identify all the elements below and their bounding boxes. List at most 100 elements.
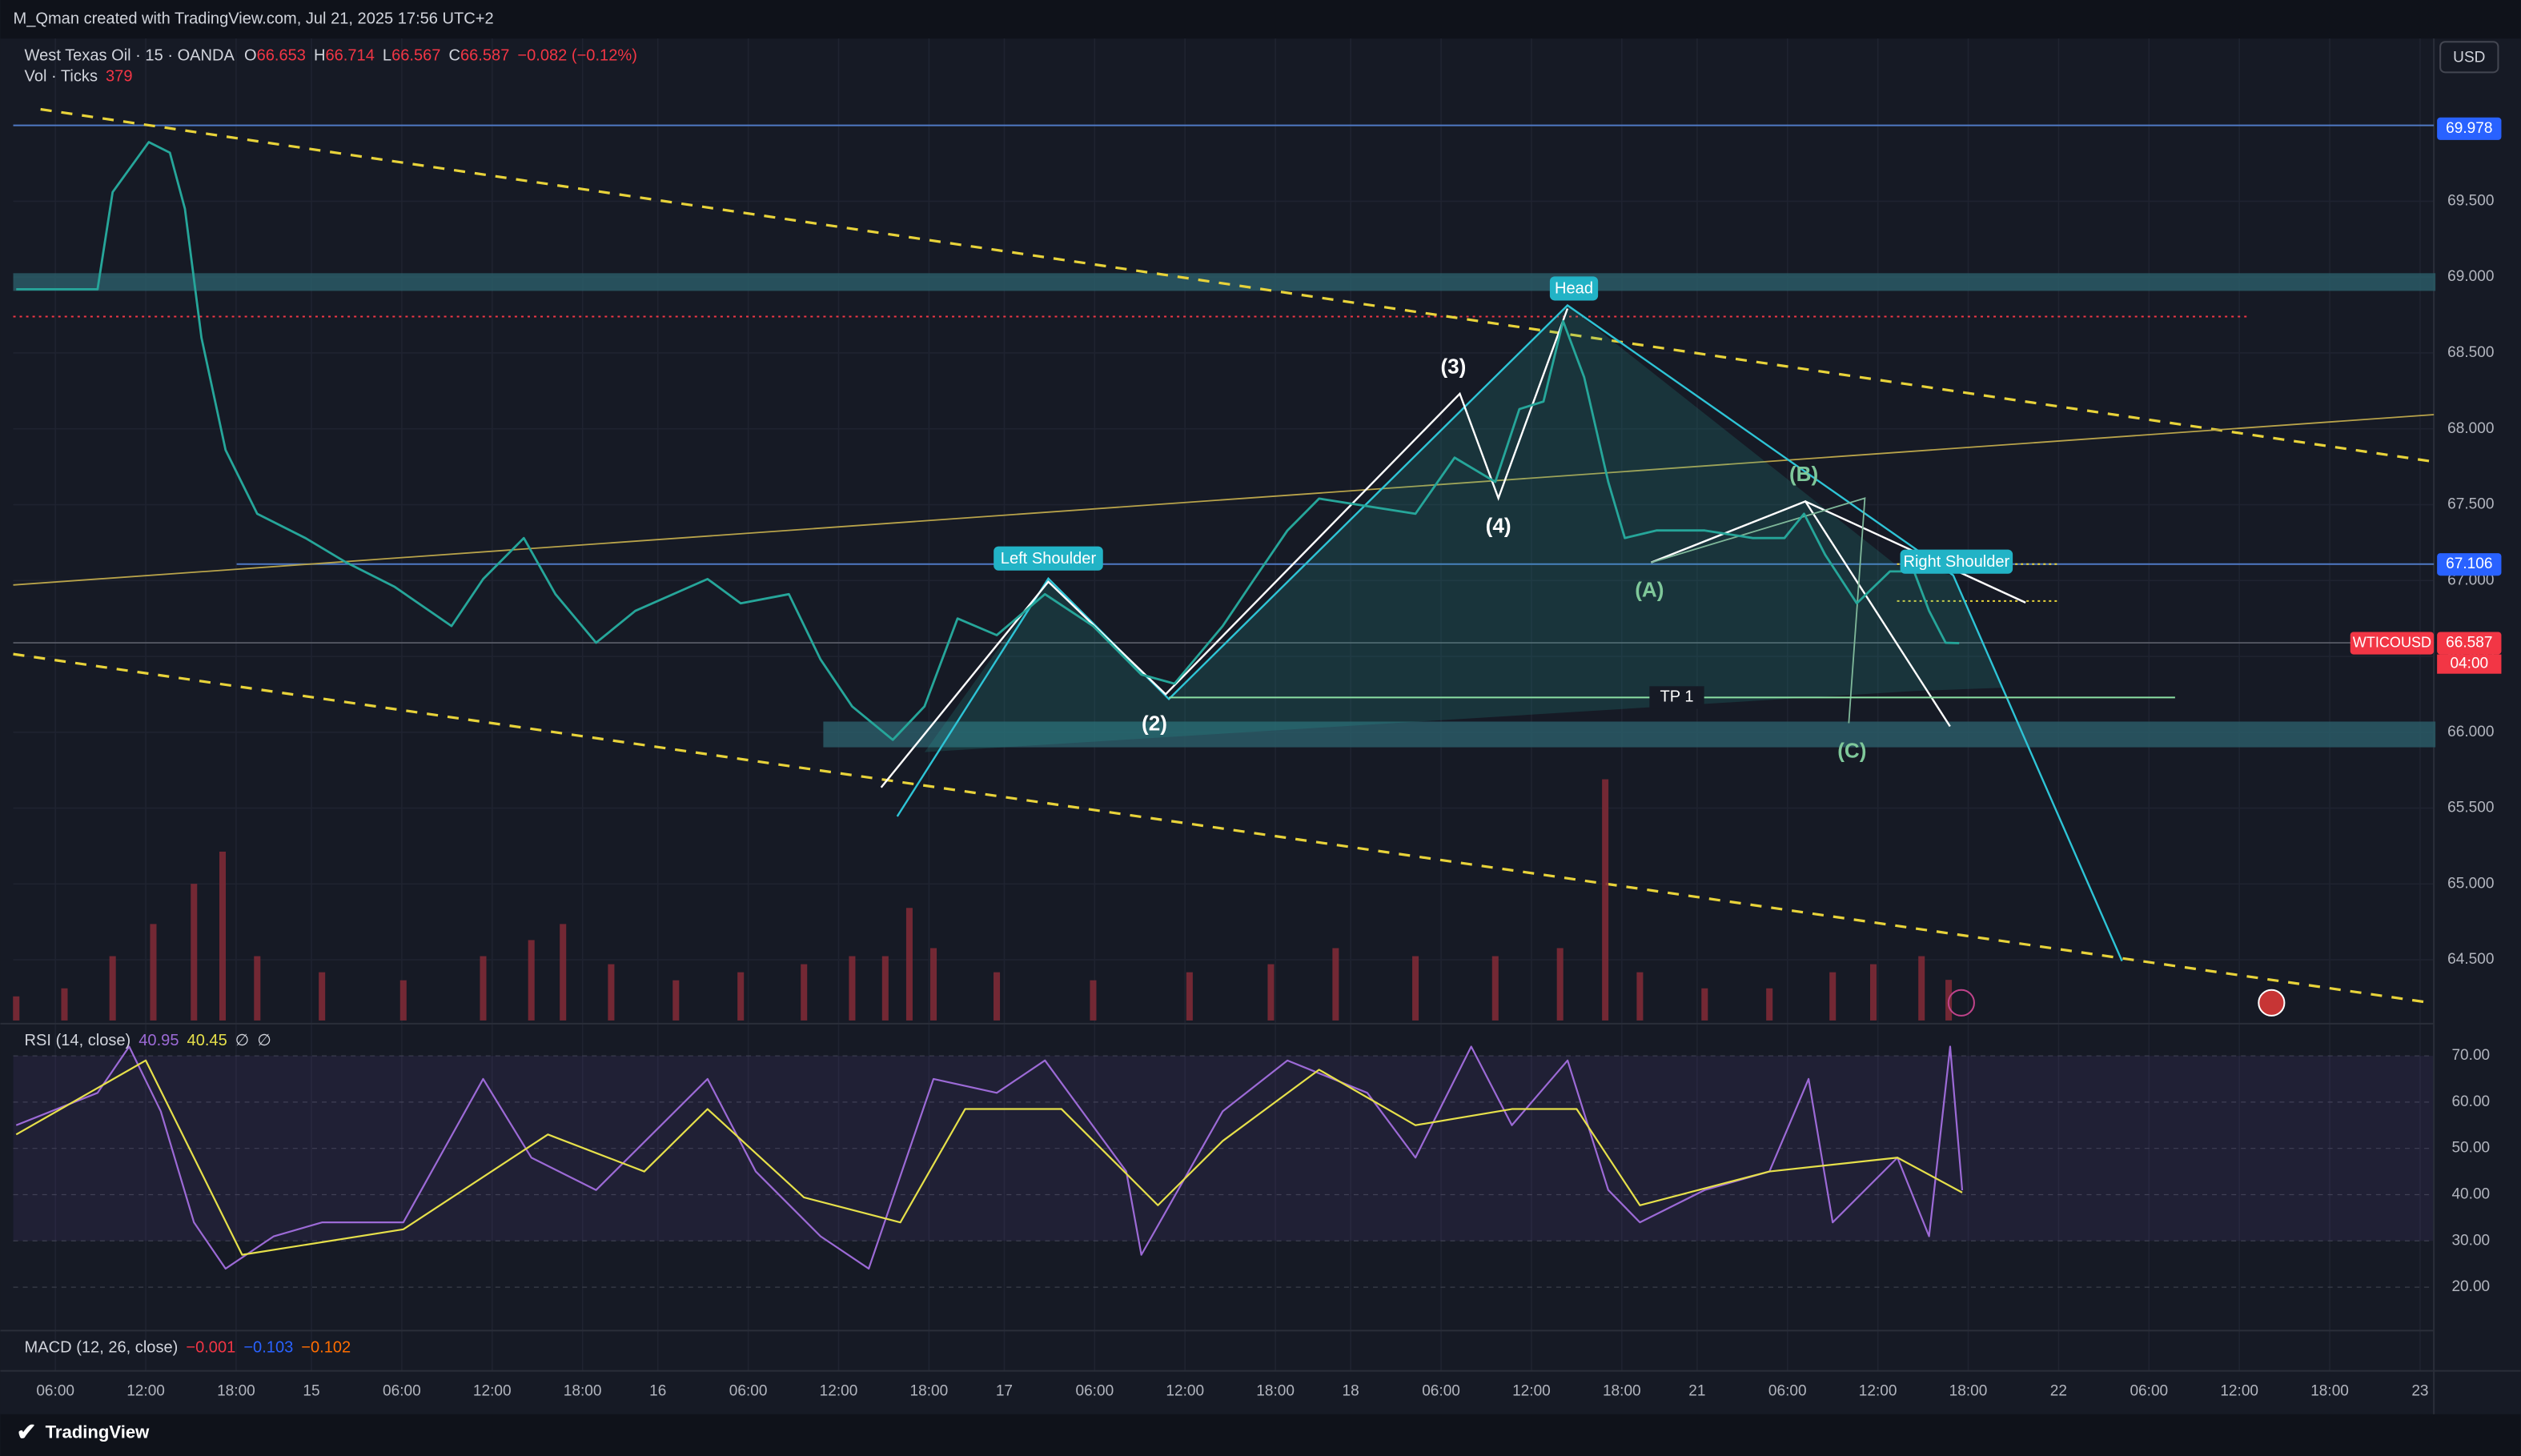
volume-bar: [61, 988, 68, 1021]
wave-label: (A): [1635, 578, 1664, 602]
ohlc-key: O: [244, 47, 257, 65]
volume-bar: [849, 956, 856, 1021]
rsi-band: [13, 1056, 2435, 1241]
y-tick-label: 70.00: [2451, 1047, 2490, 1064]
ohlc-key: H: [314, 47, 326, 65]
resistance-zone: [13, 273, 2436, 291]
countdown: 04:00: [2450, 656, 2488, 672]
brand-logo: ✔: [17, 1419, 37, 1446]
bottom-bar: [0, 1414, 2521, 1456]
annotation: Head: [1555, 280, 1593, 298]
volume-bar: [1829, 972, 1837, 1021]
trend-line: [13, 414, 2435, 586]
y-tick-label: 69.500: [2447, 192, 2494, 209]
volume-bar: [881, 956, 889, 1021]
volume-bar: [737, 972, 745, 1021]
brand: TradingView: [46, 1422, 150, 1442]
annotation: Right Shoulder: [1903, 553, 2009, 571]
volume-bar: [1090, 980, 1097, 1021]
label-box: [994, 546, 1103, 571]
price-badge: [2437, 632, 2502, 655]
macd-legend: MACD (12, 26, close) −0.001 −0.103 −0.102: [25, 1339, 351, 1357]
price-badge: [2437, 553, 2502, 576]
wave-label: (2): [1142, 711, 1167, 735]
volume-bar: [219, 851, 227, 1021]
tp-label: TP 1: [1660, 688, 1693, 706]
x-tick-label: 21: [1688, 1383, 1705, 1400]
volume-bar: [1186, 972, 1193, 1021]
macd-title: MACD (12, 26, close): [25, 1339, 179, 1357]
x-tick-label: 18:00: [1256, 1383, 1295, 1400]
x-tick-label: 22: [2050, 1383, 2067, 1400]
volume-bar: [1602, 779, 1609, 1021]
volume-bar: [608, 964, 615, 1021]
price-badge-label: 66.587: [2446, 635, 2492, 652]
currency-button[interactable]: [2439, 41, 2499, 74]
y-tick-label: 67.500: [2447, 496, 2494, 513]
y-tick-label: 50.00: [2451, 1140, 2490, 1157]
x-tick-label: 18:00: [1949, 1383, 1988, 1400]
price-plot: [13, 141, 1964, 1270]
y-tick-label: 40.00: [2451, 1186, 2490, 1203]
price-badge-label: 67.106: [2446, 556, 2492, 572]
x-tick-label: 12:00: [820, 1383, 858, 1400]
event-icon[interactable]: [1947, 989, 1975, 1017]
x-tick-label: 06:00: [729, 1383, 768, 1400]
tp-label-bg: [1649, 686, 1704, 709]
rsi-legend: RSI (14, close) 40.95 40.45 ∅ ∅: [25, 1032, 271, 1049]
y-tick-label: 64.500: [2447, 951, 2494, 968]
y-tick-label: 67.000: [2447, 572, 2494, 588]
macd-value: −0.102: [301, 1339, 351, 1357]
label-box: [1549, 276, 1599, 301]
macd-value: −0.103: [243, 1339, 293, 1357]
symbol-badge-label: WTICOUSD: [2353, 634, 2431, 650]
y-tick-label: 65.000: [2447, 875, 2494, 892]
x-tick-label: 06:00: [2130, 1383, 2168, 1400]
x-tick-label: 12:00: [473, 1383, 512, 1400]
volume-bar: [13, 996, 20, 1021]
attribution: M_Qman created with TradingView.com, Jul…: [14, 10, 494, 27]
rsi-value: 40.95: [138, 1032, 179, 1049]
y-tick-label: 68.500: [2447, 344, 2494, 361]
volume-bar: [930, 948, 937, 1021]
wave-label: (C): [1837, 739, 1866, 763]
y-tick-label: 65.500: [2447, 800, 2494, 816]
y-tick-label: 60.00: [2451, 1093, 2490, 1110]
top-bar: [0, 0, 2521, 39]
volume-label: Vol · Ticks: [25, 68, 98, 86]
x-tick-label: 18:00: [564, 1383, 602, 1400]
volume-bar: [1918, 956, 1925, 1021]
x-tick-label: 12:00: [126, 1383, 165, 1400]
volume-bar: [254, 956, 261, 1021]
volume-bar: [109, 956, 116, 1021]
rsi-value: 40.45: [187, 1032, 227, 1049]
x-tick-label: 18: [1343, 1383, 1359, 1400]
x-tick-label: 17: [996, 1383, 1013, 1400]
x-tick-label: 06:00: [36, 1383, 74, 1400]
wave-label: (3): [1440, 355, 1466, 379]
volume-bar: [560, 924, 567, 1021]
rsi-value: ∅: [257, 1032, 271, 1049]
price-badge-label: 69.978: [2446, 120, 2492, 137]
currency[interactable]: USD: [2453, 49, 2485, 66]
volume-bar: [1701, 988, 1708, 1021]
volume-bar: [191, 884, 198, 1021]
y-tick-label: 69.000: [2447, 268, 2494, 285]
volume-bar: [1332, 948, 1339, 1021]
symbol-legend: West Texas Oil · 15 · OANDA O66.653 H66.71…: [25, 47, 637, 65]
x-tick-label: 12:00: [1512, 1383, 1551, 1400]
x-tick-label: 06:00: [1075, 1383, 1114, 1400]
annotation: Left Shoulder: [1001, 550, 1097, 568]
volume-bar: [905, 908, 913, 1021]
x-tick-label: 06:00: [1768, 1383, 1807, 1400]
x-tick-label: 15: [303, 1383, 319, 1400]
x-tick-label: 12:00: [1859, 1383, 1897, 1400]
event-icon[interactable]: [2258, 989, 2286, 1017]
head-shoulders: [896, 303, 2123, 962]
x-tick-label: 18:00: [1603, 1383, 1641, 1400]
y-tick-label: 20.00: [2451, 1278, 2490, 1295]
x-tick-label: 12:00: [1166, 1383, 1204, 1400]
ohlc-key: C: [449, 47, 461, 65]
x-tick-label: 18:00: [910, 1383, 949, 1400]
symbol: West Texas Oil · 15 · OANDA: [25, 47, 235, 65]
